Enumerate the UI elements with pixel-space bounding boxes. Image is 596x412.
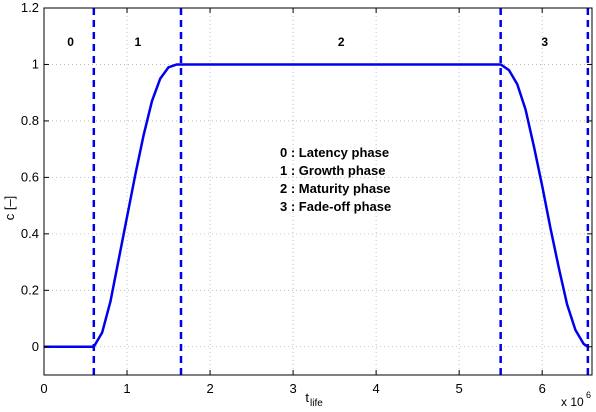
y-tick-label: 0.4: [21, 226, 39, 241]
x-tick-label: 3: [289, 381, 296, 396]
x-tick-label: 1: [123, 381, 130, 396]
x-axis-label: t life: [305, 390, 323, 409]
x-axis-label-subscript: life: [310, 398, 323, 409]
annotation-line: 1 : Growth phase: [280, 163, 385, 178]
y-axis-label: c [–]: [2, 196, 17, 221]
phase-labels: 0 1 2 3: [67, 35, 548, 49]
annotation-block: 0 : Latency phase 1 : Growth phase 2 : M…: [280, 145, 391, 214]
phase-boundaries: [92, 8, 590, 375]
series-line: [44, 63, 589, 349]
annotation-line: 3 : Fade-off phase: [280, 199, 391, 214]
y-tick-label: 0.6: [21, 169, 39, 184]
x-tick-label: 0: [40, 381, 47, 396]
ticks: 0 1 2 3 4 5 6 0 0.2 0.4 0.6 0.8 1 1.2: [21, 0, 592, 396]
phase-label: 0: [67, 35, 74, 49]
x-multiplier-exponent: 6: [586, 390, 591, 400]
x-tick-label: 4: [373, 381, 380, 396]
phase-label: 2: [338, 35, 345, 49]
annotation-line: 0 : Latency phase: [280, 145, 389, 160]
y-tick-label: 1.2: [21, 0, 39, 15]
y-tick-label: 0.8: [21, 113, 39, 128]
x-tick-label: 2: [206, 381, 213, 396]
phase-label: 1: [134, 35, 141, 49]
annotation-line: 2 : Maturity phase: [280, 181, 391, 196]
x-axis-label-main: t: [305, 390, 309, 405]
y-tick-label: 1: [32, 56, 39, 71]
x-multiplier: x 10 6: [561, 390, 591, 409]
y-tick-label: 0: [32, 339, 39, 354]
x-tick-label: 5: [456, 381, 463, 396]
series-layer: [44, 63, 589, 349]
plot-frame: [43, 7, 593, 376]
x-tick-label: 6: [539, 381, 546, 396]
y-tick-label: 0.2: [21, 282, 39, 297]
x-multiplier-base: x 10: [561, 395, 584, 409]
phase-label: 3: [541, 35, 548, 49]
